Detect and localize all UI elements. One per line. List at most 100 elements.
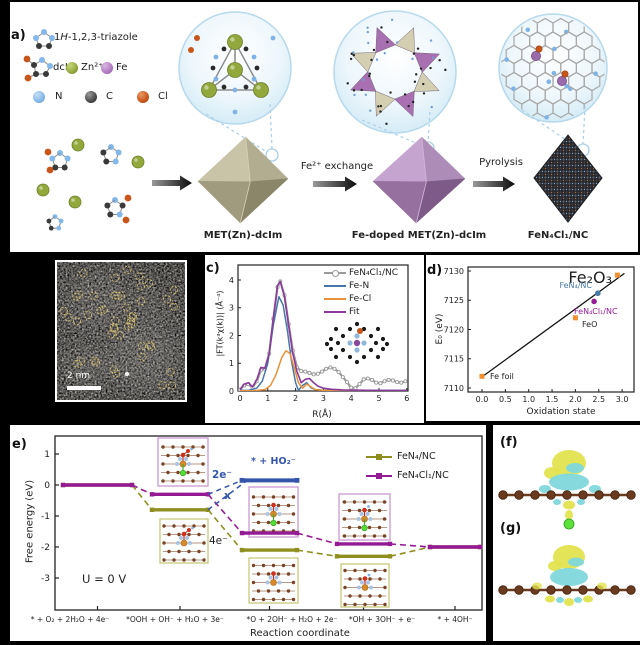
panel-a-label: a) <box>11 28 26 43</box>
molecule-atom <box>115 149 122 156</box>
single-atom-marker <box>74 290 83 299</box>
tick-label: 7115 <box>444 355 464 364</box>
carbon-atom <box>578 490 588 500</box>
molecule-atom <box>56 225 62 231</box>
two-electron-label: 2e⁻ <box>212 469 232 481</box>
step-connector <box>207 493 243 534</box>
legend-c: C <box>106 91 113 102</box>
single-atom-marker <box>91 358 101 367</box>
isosurface-lobe <box>532 582 542 590</box>
cl-atom-icon <box>361 524 368 532</box>
tick-label: 1.5 <box>546 395 559 404</box>
e-legend: FeN₄/NC FeN₄Cl₁/NC <box>366 447 449 485</box>
isosurface-lobe <box>597 582 607 590</box>
single-atom-marker <box>127 320 136 329</box>
tick-label: 0 <box>229 387 234 396</box>
single-atom-marker <box>109 365 118 374</box>
c-ball-icon <box>85 91 97 103</box>
molecule-atom <box>49 155 56 162</box>
data-marker <box>361 377 366 382</box>
fenc-lattice-graphic <box>501 17 605 120</box>
2e-branch-line <box>207 479 243 495</box>
molecule-atom <box>100 149 107 156</box>
single-atom-marker <box>123 322 133 331</box>
e0-scatter-plot: 0.0 0.5 1.0 1.5 2.0 2.5 3.0 7110 7115 7120 7125 713… <box>444 266 635 404</box>
single-atom-marker <box>167 381 176 390</box>
zoom-bubble-framework <box>333 10 457 134</box>
carbon-atom <box>530 490 540 500</box>
tick-label: 0 <box>237 394 242 403</box>
c-y-axis-label: |FT(k³χ(k))| (Å⁻⁴) <box>215 290 225 357</box>
free-energy-plot: 1 0 -1 -2 -3 <box>41 435 483 611</box>
data-marker <box>336 370 341 375</box>
fe-atom-icon <box>270 579 277 586</box>
synthesis-scheme-graphic <box>36 10 608 231</box>
tick-label: 2 <box>229 331 234 340</box>
fe-atom-icon <box>557 76 568 87</box>
isosurface-lobe <box>549 473 589 491</box>
tem-scale-bar <box>67 386 101 390</box>
panel-f-label: (f) <box>500 435 518 450</box>
e-legend-item: FeN₄Cl₁/NC <box>366 466 449 485</box>
o-atom-icon <box>362 576 368 581</box>
carbon-atom <box>578 585 588 595</box>
fe-exchange-arrow-icon <box>313 176 357 192</box>
e-step-label-2: *OOH + OH⁻ + H₂O + 3e⁻ <box>126 615 224 624</box>
isosurface-lobe <box>564 598 574 606</box>
panel-d-label: d) <box>427 263 443 278</box>
single-atom-marker <box>99 305 108 314</box>
n-ball-icon <box>33 91 45 103</box>
tick-label: 4 <box>349 394 354 403</box>
c-legend-item: FeN₄Cl₁/NC <box>324 266 398 279</box>
feo-point-label: FeO <box>582 320 598 329</box>
single-atom-marker <box>59 306 68 315</box>
data-point <box>614 272 620 278</box>
met-zn-octahedron <box>245 136 289 182</box>
carbon-atom <box>546 585 556 595</box>
single-atom-marker <box>111 273 120 283</box>
data-marker <box>307 370 312 376</box>
isosurface-lobe <box>577 499 585 505</box>
magnifier-circle-icon <box>265 148 279 162</box>
fen4nc-point-label: FeN₄/NC <box>559 281 592 290</box>
legend-zn: Zn²⁺ <box>81 62 104 73</box>
step-connector <box>207 509 243 551</box>
tick-label: 1 <box>44 450 50 460</box>
step-connector <box>296 532 338 545</box>
tick-label: 1 <box>265 394 270 403</box>
step-connector <box>131 484 153 511</box>
molecule-atom <box>104 202 111 209</box>
data-marker <box>399 380 404 385</box>
e-legend-item: FeN₄/NC <box>366 447 449 466</box>
cl-atom-icon <box>270 519 277 527</box>
data-marker <box>328 365 333 370</box>
single-atom-marker <box>72 317 82 326</box>
data-marker <box>332 366 337 371</box>
c-legend-item: Fit <box>324 305 398 318</box>
panel-fg-charge-density: (f) (g) <box>493 425 640 641</box>
isosurface-lobe <box>545 595 555 603</box>
cl-atom-icon <box>179 469 187 477</box>
structure-inset <box>340 563 390 608</box>
dcim-molecule-icon <box>23 55 53 82</box>
single-atom-marker <box>109 323 118 332</box>
step-connector <box>389 546 431 558</box>
isosurface-lobe <box>565 510 573 520</box>
carbon-atom <box>610 585 620 595</box>
tem-scale-label: 2 nm <box>67 371 91 381</box>
carbon-atom <box>562 490 572 500</box>
tick-label: 2 <box>293 394 298 403</box>
product3-label: FeN₄Cl₁/NC <box>527 230 589 241</box>
fe-atom-icon <box>531 51 542 62</box>
data-marker <box>324 366 329 371</box>
molecule-atom <box>46 218 52 224</box>
single-atom-marker <box>110 291 119 300</box>
data-point <box>591 298 597 305</box>
single-atom-marker <box>123 265 132 274</box>
molecule-atom <box>61 164 68 171</box>
single-atom-marker <box>136 297 145 306</box>
data-marker <box>382 379 387 384</box>
carbon-atom <box>626 490 636 500</box>
single-atom-marker <box>128 311 137 321</box>
